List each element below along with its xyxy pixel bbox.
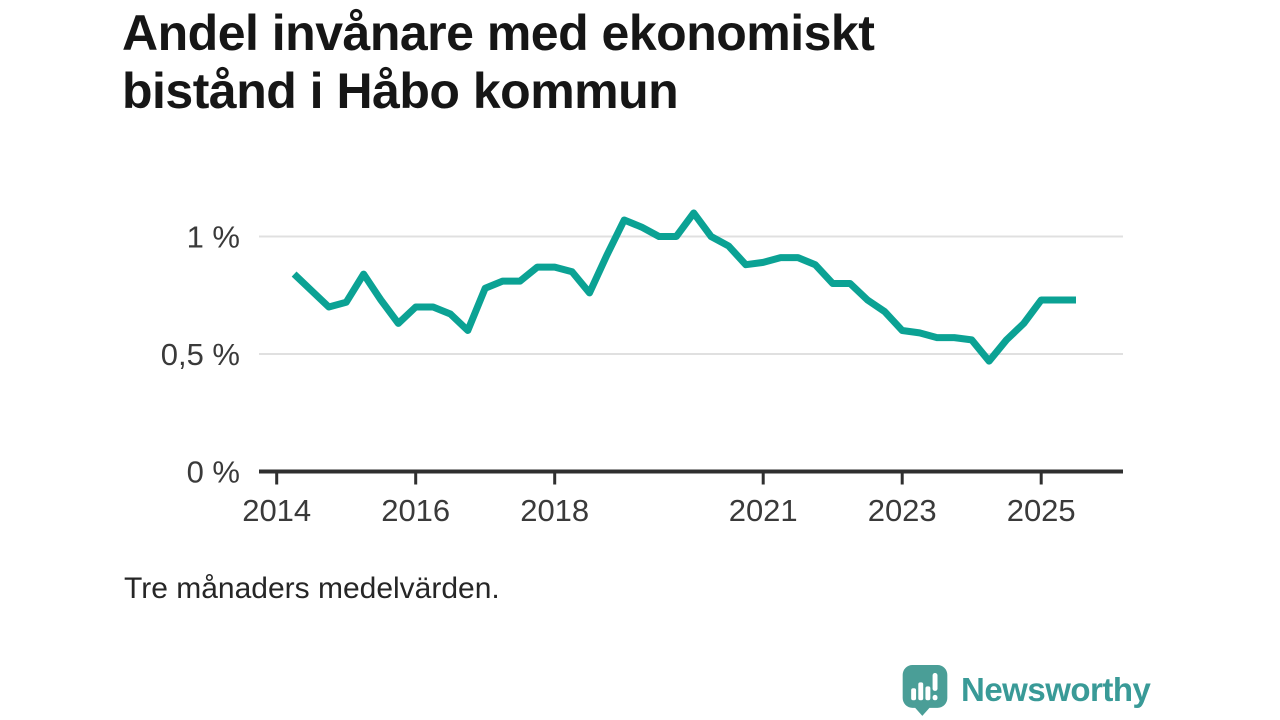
bar-tall-icon [918, 682, 924, 701]
y-tick-label: 0 % [187, 455, 240, 490]
bar-short-icon [911, 688, 917, 701]
x-tick-label: 2021 [729, 493, 798, 528]
x-tick-label: 2016 [381, 493, 450, 528]
y-tick-label: 1 % [187, 220, 240, 255]
y-tick-label: 0,5 % [161, 337, 240, 372]
newsworthy-speech-bubble-icon [902, 665, 948, 716]
x-tick-label: 2023 [868, 493, 937, 528]
bar-medium-icon [925, 686, 931, 701]
newsworthy-logo: Newsworthy [900, 663, 1151, 717]
exclamation-dot-icon [932, 694, 938, 701]
exclamation-stem-icon [932, 673, 938, 691]
bubble-shape [902, 665, 948, 716]
data-line [291, 209, 1076, 365]
chart-footnote: Tre månaders medelvärden. [124, 572, 500, 605]
x-tick-label: 2025 [1007, 493, 1076, 528]
chart-title: Andel invånare med ekonomiskt bistånd i … [122, 5, 875, 119]
x-tick-label: 2018 [520, 493, 589, 528]
newsworthy-wordmark: Newsworthy [961, 671, 1151, 708]
x-tick-label: 2014 [242, 493, 311, 528]
